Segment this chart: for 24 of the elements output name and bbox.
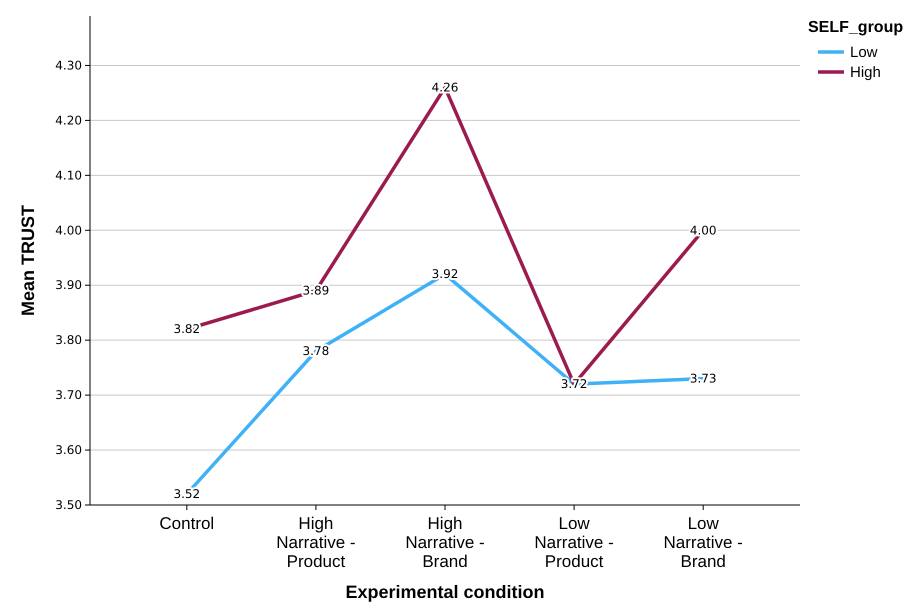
y-tick-label: 3.50 bbox=[55, 498, 82, 512]
data-label: 4.00 bbox=[690, 223, 717, 238]
x-tick-label: High Narrative - Brand bbox=[405, 514, 485, 571]
legend-title: SELF_group bbox=[808, 19, 904, 36]
data-label: 3.92 bbox=[432, 267, 458, 282]
y-tick-label: 3.60 bbox=[55, 443, 82, 458]
y-tick-label: 4.10 bbox=[55, 168, 82, 182]
y-tick-label: 4.20 bbox=[55, 113, 82, 128]
legend-label: Low bbox=[850, 44, 878, 61]
y-tick-label: 3.90 bbox=[55, 278, 82, 292]
y-tick-label: 3.70 bbox=[55, 388, 82, 402]
y-tick-label: 4.30 bbox=[55, 58, 82, 72]
data-label: 3.52 bbox=[173, 487, 200, 502]
legend-label: High bbox=[850, 64, 881, 81]
y-tick-label: 3.80 bbox=[55, 333, 82, 348]
x-tick-label: High Narrative - Product bbox=[276, 514, 356, 571]
x-tick-label: Control bbox=[159, 514, 214, 533]
x-axis-title: Experimental condition bbox=[345, 582, 545, 602]
x-tick-label: Low Narrative - Brand bbox=[664, 514, 743, 571]
y-axis-title: Mean TRUST bbox=[18, 204, 38, 316]
data-label: 3.73 bbox=[690, 372, 717, 386]
data-label: 3.82 bbox=[173, 322, 200, 336]
y-tick-label: 4.00 bbox=[55, 223, 82, 238]
x-tick-label: Low Narrative - Product bbox=[534, 514, 614, 571]
